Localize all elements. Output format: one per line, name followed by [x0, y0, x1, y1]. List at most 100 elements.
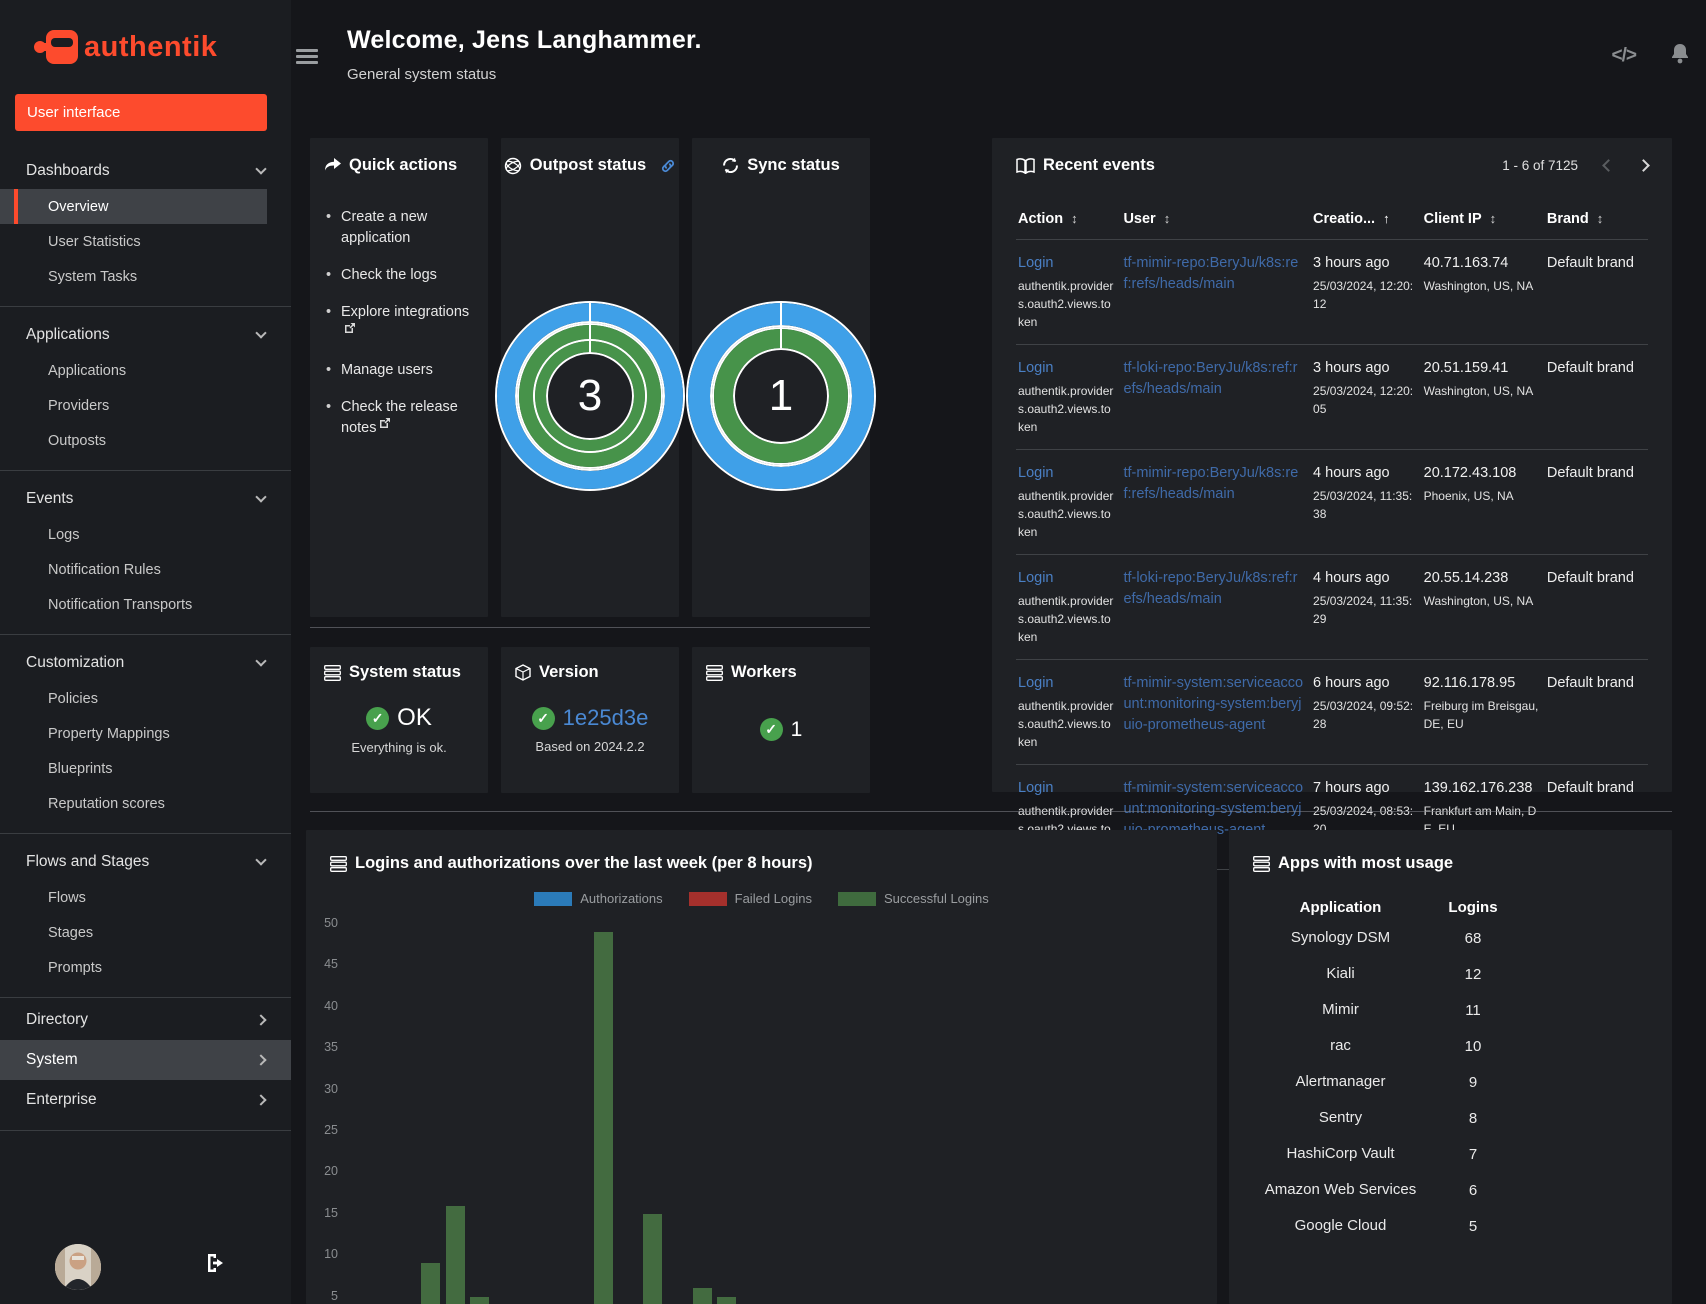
sidebar-top-level-item[interactable]: System: [0, 1040, 291, 1080]
notification-bell-icon[interactable]: [1670, 42, 1690, 69]
sidebar-top-level-item[interactable]: Directory: [0, 1000, 291, 1040]
app-name: Synology DSM: [1290, 928, 1391, 946]
sidebar-item[interactable]: Applications: [48, 362, 127, 379]
authentik-logo-text: authentik: [84, 30, 218, 63]
event-action-link[interactable]: Login: [1018, 255, 1054, 271]
sidebar-item[interactable]: Flows: [48, 889, 86, 906]
nav-group-header-dashboards[interactable]: Dashboards: [0, 153, 291, 189]
event-timestamp: 25/03/2024, 11:35:38: [1313, 489, 1413, 522]
event-user-link[interactable]: tf-loki-repo:BeryJu/k8s:ref:refs/heads/m…: [1123, 570, 1298, 608]
apps-usage-rows: Synology DSM 68 Kiali 12 Mimir 11: [1253, 920, 1648, 1244]
sidebar-item[interactable]: Notification Rules: [48, 561, 161, 578]
nav-group-header-applications[interactable]: Applications: [0, 317, 291, 353]
sidebar-top-level-item[interactable]: Enterprise: [0, 1080, 291, 1120]
header-actions: </>: [1612, 42, 1690, 69]
book-icon: [1016, 157, 1035, 174]
app-usage-row: rac 10: [1253, 1028, 1648, 1064]
quick-action-link[interactable]: Manage users: [341, 362, 433, 379]
event-action-link[interactable]: Login: [1018, 675, 1054, 692]
sidebar-item[interactable]: Notification Transports: [48, 596, 193, 613]
event-user-link[interactable]: tf-mimir-repo:BeryJu/k8s:ref:refs/heads/…: [1123, 465, 1299, 503]
user-avatar[interactable]: [55, 1244, 101, 1290]
chevron-right-icon: [255, 1014, 267, 1026]
chart-bar: [643, 1213, 663, 1304]
event-action-link[interactable]: Login: [1018, 465, 1054, 482]
sidebar-item[interactable]: System Tasks: [48, 268, 138, 285]
column-header-client-ip[interactable]: Client IP ↕: [1423, 201, 1547, 240]
event-user-link[interactable]: tf-mimir-system:serviceaccount:monitorin…: [1123, 675, 1304, 734]
version-commit-link[interactable]: 1e25d3e: [562, 705, 649, 730]
quick-actions-list: Create a new application Check the logs …: [324, 199, 474, 447]
event-action-detail: authentik.providers.oauth2.views.token: [1018, 594, 1114, 645]
sync-icon: [722, 157, 739, 174]
event-client-ip: 139.162.176.238: [1423, 780, 1533, 797]
sort-icon: ↕: [1596, 211, 1604, 226]
app-usage-row: Synology DSM 68: [1253, 920, 1648, 956]
page-title: Welcome, Jens Langhammer.: [347, 26, 702, 54]
server-icon: [1253, 855, 1270, 872]
sidebar-item[interactable]: Logs: [48, 526, 80, 543]
user-interface-button[interactable]: User interface: [15, 94, 267, 131]
sidebar-nav: Dashboards Overview User Statistics System…: [0, 145, 291, 1131]
sort-icon: ↕: [1071, 211, 1078, 226]
column-header-brand[interactable]: Brand ↕: [1546, 201, 1648, 240]
sidebar-item[interactable]: Outposts: [48, 432, 107, 449]
y-axis-tick: 5: [331, 1288, 338, 1303]
app-login-count: 68: [1464, 929, 1482, 947]
chart-bar: [445, 1205, 465, 1304]
sidebar-item[interactable]: Prompts: [48, 959, 102, 976]
sidebar-item[interactable]: Reputation scores: [48, 795, 165, 812]
sidebar-item[interactable]: Policies: [48, 690, 98, 707]
event-action-detail: authentik.providers.oauth2.views.token: [1018, 489, 1114, 540]
quick-action-link[interactable]: Create a new application: [341, 209, 428, 247]
chevron-down-icon: [255, 655, 267, 667]
sidebar-item[interactable]: Overview: [0, 189, 267, 224]
sort-icon: ↕: [1489, 211, 1497, 226]
chevron-right-icon: [255, 1054, 267, 1066]
event-geo: Freiburg im Breisgau, DE, EU: [1423, 699, 1539, 732]
hamburger-menu-icon[interactable]: [296, 46, 318, 67]
sidebar-item[interactable]: Blueprints: [48, 760, 113, 777]
quick-action-link[interactable]: Explore integrations: [341, 304, 469, 341]
nav-group-header-flows-and-stages[interactable]: Flows and Stages: [0, 844, 291, 880]
sidebar-item[interactable]: Property Mappings: [48, 725, 170, 742]
column-header-action[interactable]: Action ↕: [1016, 201, 1124, 240]
app-name: rac: [1330, 1036, 1351, 1054]
pagination-next-icon[interactable]: [1637, 159, 1650, 172]
event-action-link[interactable]: Login: [1018, 780, 1054, 797]
app-login-count: 6: [1468, 1181, 1478, 1199]
link-icon[interactable]: [660, 158, 676, 174]
legend-swatch: [534, 891, 573, 906]
chevron-right-icon: [255, 1094, 267, 1106]
chart-legend: Authorizations Failed Logins Successful …: [322, 891, 1201, 906]
event-user-link[interactable]: tf-mimir-repo:BeryJu/k8s:ref:refs/heads/…: [1123, 255, 1299, 293]
pagination-prev-icon[interactable]: [1602, 159, 1615, 172]
apps-column-logins: Logins: [1448, 899, 1498, 916]
app-name: Amazon Web Services: [1264, 1180, 1417, 1198]
event-action-link[interactable]: Login: [1018, 570, 1054, 587]
api-code-icon[interactable]: </>: [1611, 44, 1638, 66]
quick-action-link[interactable]: Check the logs: [341, 267, 437, 284]
event-geo: Washington, US, NA: [1423, 594, 1534, 609]
event-action-link[interactable]: Login: [1018, 360, 1054, 377]
sidebar-item[interactable]: Stages: [48, 924, 94, 941]
event-geo: Washington, US, NA: [1423, 279, 1534, 294]
app-usage-row: Google Cloud 5: [1253, 1208, 1648, 1244]
nav-group-events: Events Logs Notification Rules Notificatio…: [0, 473, 291, 624]
app-name: Mimir: [1322, 1000, 1359, 1018]
logout-icon[interactable]: [205, 1253, 227, 1278]
nav-group-header-events[interactable]: Events: [0, 481, 291, 517]
chart-bar: [421, 1263, 440, 1304]
sidebar-item[interactable]: Providers: [48, 397, 110, 414]
share-icon: [324, 158, 341, 173]
system-status-value: OK: [397, 704, 432, 731]
column-header-user[interactable]: User ↕: [1123, 201, 1314, 240]
nav-group-header-customization[interactable]: Customization: [0, 645, 291, 681]
quick-action-link[interactable]: Check the release notes: [341, 399, 458, 437]
event-user-link[interactable]: tf-loki-repo:BeryJu/k8s:ref:refs/heads/m…: [1123, 360, 1298, 398]
external-link-icon: [380, 414, 391, 435]
y-axis-tick: 10: [324, 1247, 338, 1262]
column-header-creation[interactable]: Creatio... ↑: [1313, 201, 1424, 240]
nav-group-flows-and-stages: Flows and Stages Flows Stages Prompts: [0, 836, 291, 987]
sidebar-item[interactable]: User Statistics: [48, 233, 141, 250]
